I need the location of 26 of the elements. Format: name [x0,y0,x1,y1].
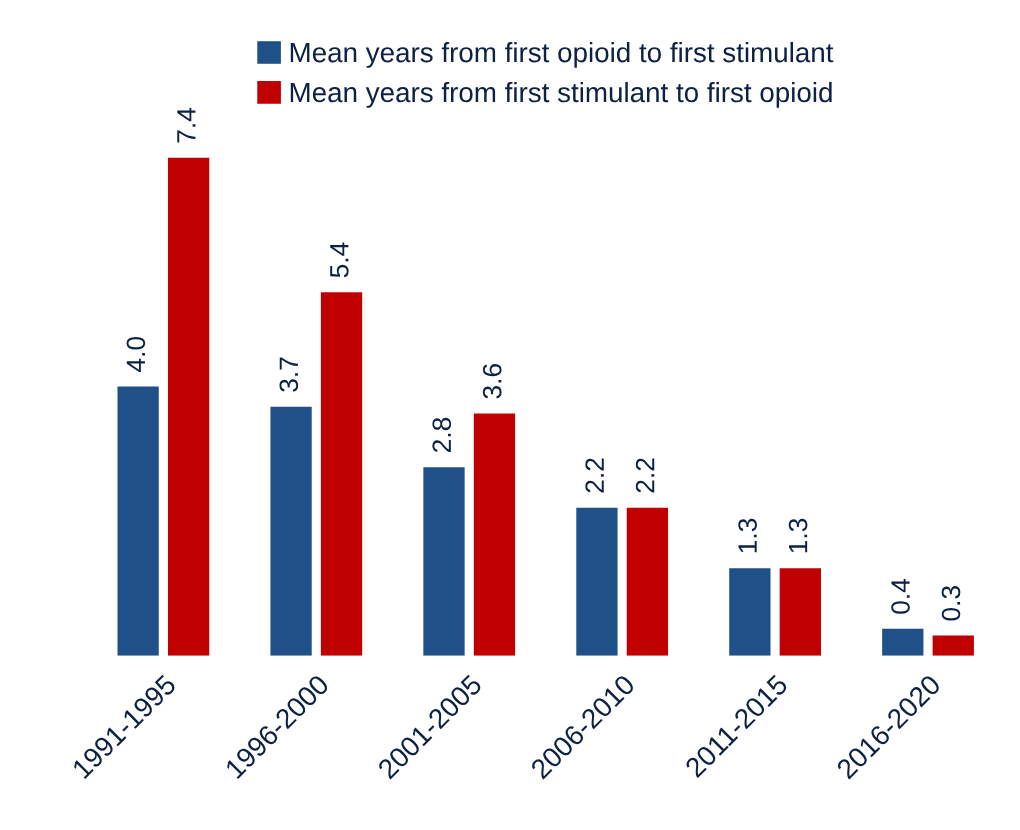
data-label: 2.2 [635,458,655,493]
data-label: 1.3 [788,518,808,553]
bar [882,628,924,656]
data-label: 1.3 [738,518,757,553]
bar [729,568,771,656]
legend-label: Mean years from first stimulant to first opioid [290,81,832,108]
bar [779,568,821,656]
data-label: 5.4 [330,242,349,278]
bar [423,467,465,656]
data-label: 3.7 [279,357,299,392]
data-label: 2.8 [432,417,452,453]
bar [320,292,363,656]
data-label: 0.3 [941,586,961,621]
bar [576,507,618,656]
data-label: 2.2 [585,458,604,493]
bar [167,157,210,656]
bar [932,635,974,656]
data-label: 0.4 [891,578,910,614]
legend-label: Mean years from first opioid to first stimulant [290,41,834,68]
bar [270,406,312,656]
bar [626,507,669,656]
data-label: 4.0 [126,336,146,373]
data-label: 3.6 [482,364,502,399]
bar [117,386,159,656]
bar [473,413,516,656]
data-label: 7.4 [177,107,196,143]
